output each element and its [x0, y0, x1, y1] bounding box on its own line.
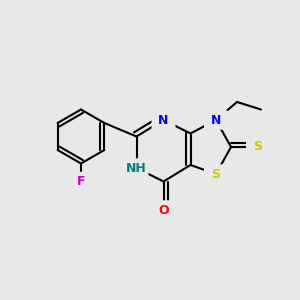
Text: S: S — [254, 140, 262, 154]
Text: O: O — [158, 203, 169, 217]
FancyBboxPatch shape — [152, 110, 176, 130]
FancyBboxPatch shape — [204, 164, 228, 184]
FancyBboxPatch shape — [204, 110, 228, 130]
FancyBboxPatch shape — [152, 200, 176, 220]
FancyBboxPatch shape — [69, 172, 93, 191]
FancyBboxPatch shape — [124, 158, 148, 178]
Text: F: F — [77, 175, 85, 188]
Text: N: N — [211, 113, 221, 127]
Text: N: N — [158, 113, 169, 127]
FancyBboxPatch shape — [246, 137, 270, 157]
Text: S: S — [212, 167, 220, 181]
Text: NH: NH — [126, 161, 147, 175]
